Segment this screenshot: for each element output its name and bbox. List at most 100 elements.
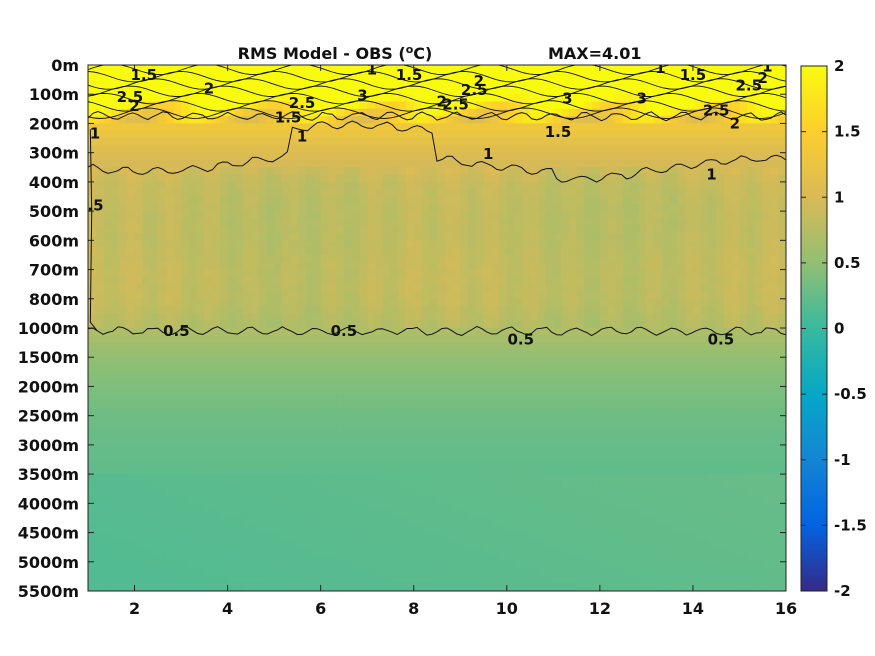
heatmap-cell: [654, 437, 663, 446]
heatmap-cell: [134, 116, 143, 124]
heatmap-cell: [599, 313, 609, 322]
heatmap-cell: [483, 116, 492, 124]
heatmap-cell: [281, 335, 291, 344]
heatmap-cell: [522, 138, 531, 146]
heatmap-cell: [692, 262, 702, 271]
heatmap-cell: [460, 313, 469, 322]
heatmap-cell: [561, 72, 570, 81]
heatmap-cell: [235, 284, 244, 293]
heatmap-cell: [545, 225, 554, 234]
heatmap-cell: [212, 225, 221, 234]
heatmap-cell: [212, 160, 221, 168]
heatmap-cell: [592, 444, 601, 453]
heatmap-cell: [452, 65, 461, 73]
heatmap-cell: [103, 262, 112, 271]
heatmap-cell: [731, 160, 741, 168]
heatmap-cell: [747, 167, 756, 176]
heatmap-cell: [716, 386, 725, 395]
heatmap-cell: [375, 357, 384, 366]
heatmap-cell: [499, 116, 508, 124]
heatmap-cell: [406, 306, 415, 314]
heatmap-cell: [289, 342, 298, 351]
heatmap-cell: [150, 320, 159, 329]
heatmap-cell: [778, 101, 786, 110]
heatmap-cell: [157, 349, 167, 358]
heatmap-cell: [437, 313, 446, 322]
heatmap-cell: [623, 430, 632, 439]
heatmap-cell: [336, 342, 345, 351]
heatmap-cell: [654, 101, 663, 110]
heatmap-cell: [731, 72, 741, 81]
heatmap-cell: [312, 152, 322, 161]
heatmap-cell: [599, 328, 609, 336]
heatmap-cell: [607, 167, 616, 176]
heatmap-cell: [770, 72, 779, 81]
heatmap-cell: [134, 240, 143, 249]
heatmap-cell: [351, 181, 361, 190]
heatmap-cell: [700, 196, 710, 205]
heatmap-cell: [623, 371, 632, 380]
heatmap-cell: [692, 335, 702, 344]
heatmap-cell: [413, 72, 423, 81]
heatmap-cell: [468, 393, 477, 402]
heatmap-cell: [429, 386, 438, 395]
heatmap-cell: [599, 276, 609, 285]
heatmap-cell: [661, 145, 671, 154]
heatmap-cell: [755, 94, 764, 103]
heatmap-cell: [103, 276, 112, 285]
heatmap-cell: [204, 393, 213, 402]
heatmap-cell: [351, 335, 361, 344]
heatmap-cell: [103, 101, 112, 110]
heatmap-cell: [460, 130, 469, 139]
heatmap-cell: [615, 437, 624, 446]
heatmap-cell: [770, 379, 779, 387]
heatmap-cell: [196, 298, 205, 307]
heatmap-cell: [227, 430, 236, 439]
heatmap-cell: [592, 181, 601, 190]
heatmap-cell: [134, 335, 143, 344]
heatmap-cell: [677, 167, 686, 176]
heatmap-cell: [126, 203, 136, 212]
heatmap-cell: [646, 138, 655, 146]
heatmap-cell: [692, 328, 702, 336]
heatmap-cell: [196, 459, 205, 468]
heatmap-cell: [219, 328, 229, 336]
heatmap-cell: [677, 276, 686, 285]
heatmap-cell: [646, 72, 655, 81]
heatmap-cell: [654, 218, 663, 227]
heatmap-cell: [778, 218, 786, 227]
heatmap-cell: [630, 174, 640, 183]
heatmap-cell: [499, 65, 508, 73]
heatmap-cell: [623, 342, 632, 351]
heatmap-cell: [142, 101, 151, 110]
heatmap-cell: [592, 423, 601, 431]
heatmap-cell: [429, 379, 438, 387]
heatmap-cell: [398, 262, 407, 271]
heatmap-cell: [227, 174, 236, 183]
heatmap-cell: [646, 444, 655, 453]
heatmap-cell: [731, 423, 741, 431]
heatmap-cell: [165, 349, 174, 358]
heatmap-cell: [382, 254, 392, 263]
heatmap-cell: [274, 254, 283, 263]
heatmap-cell: [126, 174, 136, 183]
heatmap-cell: [630, 138, 640, 146]
heatmap-cell: [437, 371, 446, 380]
heatmap-cell: [615, 79, 624, 88]
heatmap-cell: [661, 116, 671, 124]
heatmap-cell: [157, 335, 167, 344]
heatmap-cell: [491, 349, 500, 358]
heatmap-cell: [111, 72, 120, 81]
heatmap-cell: [700, 145, 710, 154]
heatmap-cell: [258, 320, 267, 329]
heatmap-cell: [654, 108, 663, 117]
heatmap-cell: [553, 379, 562, 387]
heatmap-cell: [305, 145, 314, 154]
heatmap-cell: [545, 459, 554, 468]
heatmap-cell: [561, 408, 570, 417]
heatmap-cell: [755, 269, 764, 278]
heatmap-cell: [227, 276, 236, 285]
heatmap-cell: [142, 298, 151, 307]
heatmap-cell: [762, 167, 772, 176]
heatmap-cell: [429, 452, 438, 461]
